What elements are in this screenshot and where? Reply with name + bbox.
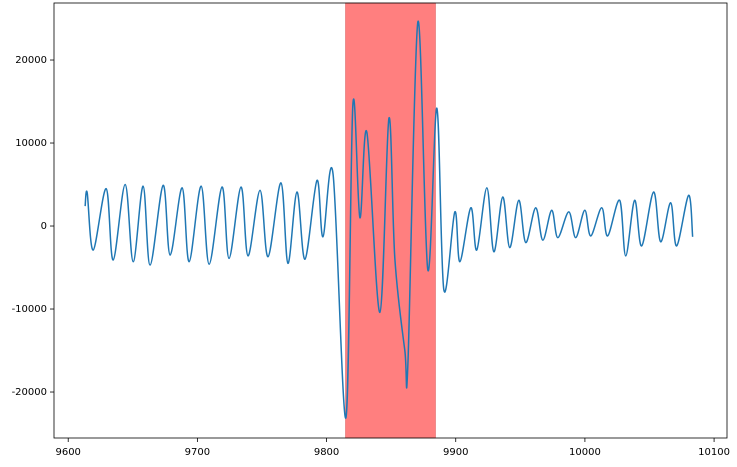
x-tick-label: 9800 (314, 447, 339, 458)
x-tick-label: 9700 (185, 447, 210, 458)
x-tick-label: 9900 (443, 447, 468, 458)
y-tick-label: 0 (41, 221, 47, 232)
y-tick-label: -20000 (12, 387, 47, 398)
axes-frame (53, 2, 728, 439)
x-tick-label: 9600 (55, 447, 80, 458)
x-tick-label: 10100 (698, 447, 730, 458)
y-tick-label: 20000 (15, 55, 47, 66)
x-tick-label: 10000 (569, 447, 601, 458)
y-tick-label: -10000 (12, 304, 47, 315)
highlight-span (345, 2, 436, 439)
data-line (84, 21, 694, 419)
y-tick-label: 10000 (15, 138, 47, 149)
